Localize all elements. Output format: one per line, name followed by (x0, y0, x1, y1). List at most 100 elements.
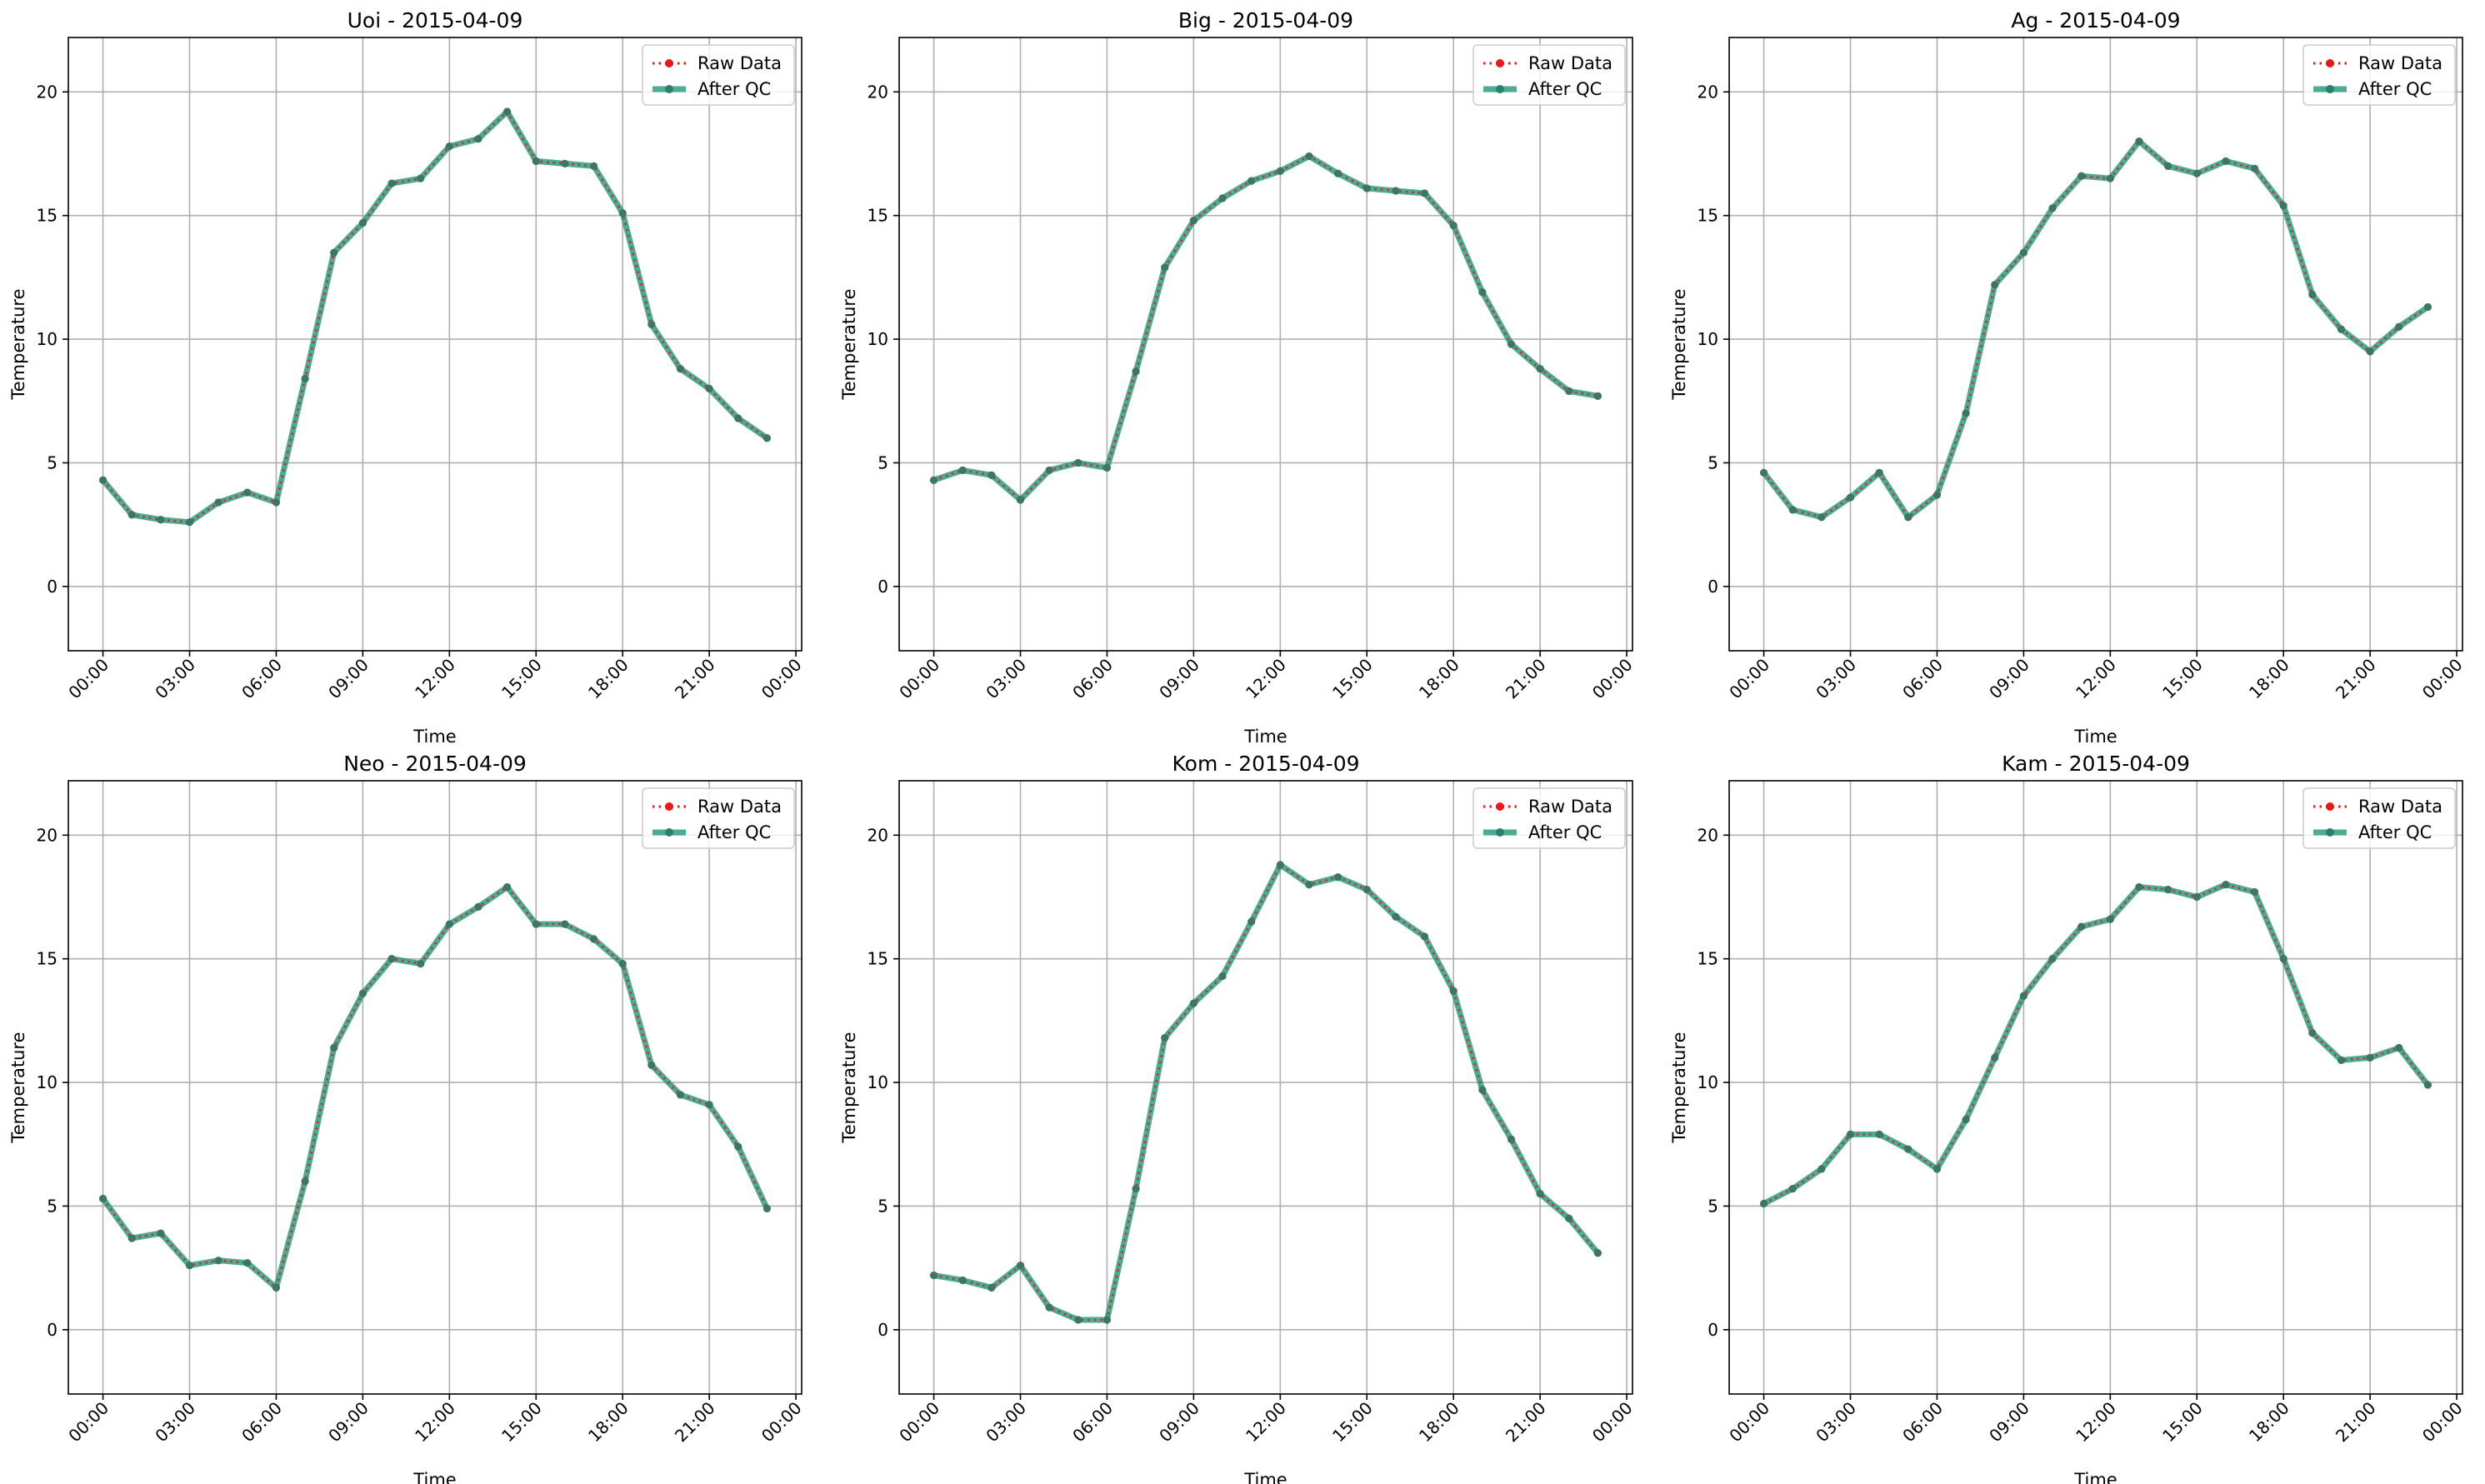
after-qc-data-point (1507, 340, 1516, 348)
after-qc-data-point (330, 248, 338, 257)
after-qc-data-point (1932, 491, 1942, 499)
after-qc-data-point (2337, 1056, 2346, 1064)
x-tick-label: 00:00 (895, 655, 943, 703)
after-qc-data-point (1189, 999, 1198, 1007)
x-tick-label: 12:00 (1242, 1398, 1290, 1447)
x-tick-label: 12:00 (411, 655, 459, 703)
after-qc-data-point (929, 476, 938, 484)
subplot-title: Big - 2015-04-09 (1178, 8, 1353, 32)
x-tick-label: 03:00 (982, 655, 1030, 703)
after-qc-data-point (561, 159, 569, 167)
after-qc-data-point (330, 1043, 338, 1052)
after-qc-data-point (1189, 217, 1198, 225)
after-qc-data-point (2395, 322, 2403, 331)
after-qc-data-point (1991, 281, 1999, 289)
after-qc-data-point (1218, 194, 1227, 202)
after-qc-data-point (1991, 1053, 1999, 1062)
after-qc-data-point (1962, 1115, 1970, 1124)
x-tick-label: 03:00 (151, 1398, 199, 1447)
y-tick-label: 15 (868, 949, 888, 969)
y-tick-label: 20 (868, 825, 888, 845)
after-qc-data-point (1904, 513, 1912, 522)
x-tick-label: 18:00 (584, 655, 632, 703)
y-tick-label: 5 (47, 452, 58, 472)
after-qc-data-point (388, 955, 396, 963)
x-tick-label: 18:00 (1415, 1398, 1463, 1447)
after-qc-data-point (301, 1177, 309, 1186)
after-qc-data-point (157, 516, 165, 524)
after-qc-data-point (648, 1061, 656, 1069)
y-tick-label: 20 (37, 825, 58, 845)
after-qc-data-point (503, 883, 512, 892)
x-tick-label: 18:00 (1415, 655, 1463, 703)
legend-marker-after-qc (2326, 85, 2334, 93)
x-tick-label: 03:00 (1812, 1398, 1860, 1447)
legend-marker-after-qc (1496, 85, 1504, 93)
axes-frame (1728, 780, 2463, 1395)
legend-label-after-qc: After QC (2358, 822, 2432, 842)
axes-frame (68, 37, 802, 652)
after-qc-data-point (2366, 347, 2374, 356)
after-qc-data-point (214, 1257, 222, 1265)
after-qc-data-point (417, 174, 425, 182)
legend-marker-after-qc (665, 85, 673, 93)
y-tick-label: 15 (1698, 206, 1718, 226)
y-tick-label: 0 (47, 1320, 58, 1340)
plot-area (68, 781, 802, 1394)
after-qc-data-point (2279, 202, 2288, 210)
series-line-raw-data (933, 862, 1599, 1322)
x-tick-label: 21:00 (1502, 1398, 1550, 1447)
after-qc-data-point (1045, 1303, 1053, 1312)
legend-label-raw-data: Raw Data (1528, 53, 1612, 73)
after-qc-data-point (1565, 387, 1573, 395)
legend-marker-raw-data (1496, 59, 1504, 67)
after-qc-data-point (128, 1234, 136, 1242)
after-qc-data-point (2192, 892, 2201, 902)
x-tick-label: 09:00 (1155, 655, 1203, 703)
x-tick-label: 06:00 (1898, 1398, 1947, 1447)
after-qc-data-point (676, 1091, 685, 1099)
subplot-title: Ag - 2015-04-09 (2011, 8, 2180, 32)
legend-label-raw-data: Raw Data (698, 797, 782, 817)
after-qc-data-point (2106, 915, 2114, 923)
after-qc-data-point (958, 466, 967, 474)
y-axis-label: Temperature (1669, 288, 1689, 400)
x-tick-label: 18:00 (2245, 1398, 2293, 1447)
x-axis-label: Time (1243, 727, 1287, 747)
y-tick-label: 0 (1708, 1320, 1718, 1340)
after-qc-data-point (1788, 1185, 1797, 1193)
after-qc-data-point (2192, 169, 2201, 177)
x-tick-label: 15:00 (1328, 1398, 1377, 1447)
axes-frame (68, 780, 802, 1395)
after-qc-data-point (417, 960, 425, 968)
plot-area (899, 781, 1632, 1394)
after-qc-data-point (1420, 932, 1429, 941)
x-tick-label: 09:00 (1985, 655, 2033, 703)
after-qc-data-point (2222, 881, 2230, 889)
x-tick-label: 21:00 (2332, 1398, 2380, 1447)
y-tick-label: 0 (878, 577, 888, 597)
y-tick-label: 0 (878, 1320, 888, 1340)
after-qc-data-point (1074, 1316, 1082, 1324)
x-tick-label: 12:00 (411, 1398, 459, 1447)
x-tick-label: 12:00 (1242, 655, 1290, 703)
subplot-4: 0 5 10 15 20 00:00 03:00 06:00 09:00 12:00 15:00 18… (8, 752, 806, 1484)
after-qc-data-point (1593, 1249, 1602, 1257)
legend-marker-raw-data (665, 802, 673, 811)
y-axis-label: Temperature (839, 1032, 859, 1143)
after-qc-data-point (762, 434, 772, 442)
series-line-raw-data (933, 155, 1598, 502)
x-tick-label: 00:00 (2418, 1398, 2467, 1447)
after-qc-data-point (1565, 1214, 1573, 1222)
legend-marker-after-qc (2326, 828, 2334, 837)
after-qc-data-point (2395, 1043, 2403, 1052)
after-qc-data-point (988, 1283, 996, 1292)
after-qc-data-point (1016, 1262, 1025, 1270)
after-qc-data-point (1962, 409, 1970, 417)
after-qc-data-point (2078, 172, 2086, 180)
after-qc-data-point (358, 218, 367, 227)
y-tick-label: 5 (1708, 1196, 1718, 1216)
after-qc-data-point (98, 476, 108, 484)
after-qc-data-point (1305, 152, 1313, 161)
x-tick-label: 06:00 (238, 655, 286, 703)
